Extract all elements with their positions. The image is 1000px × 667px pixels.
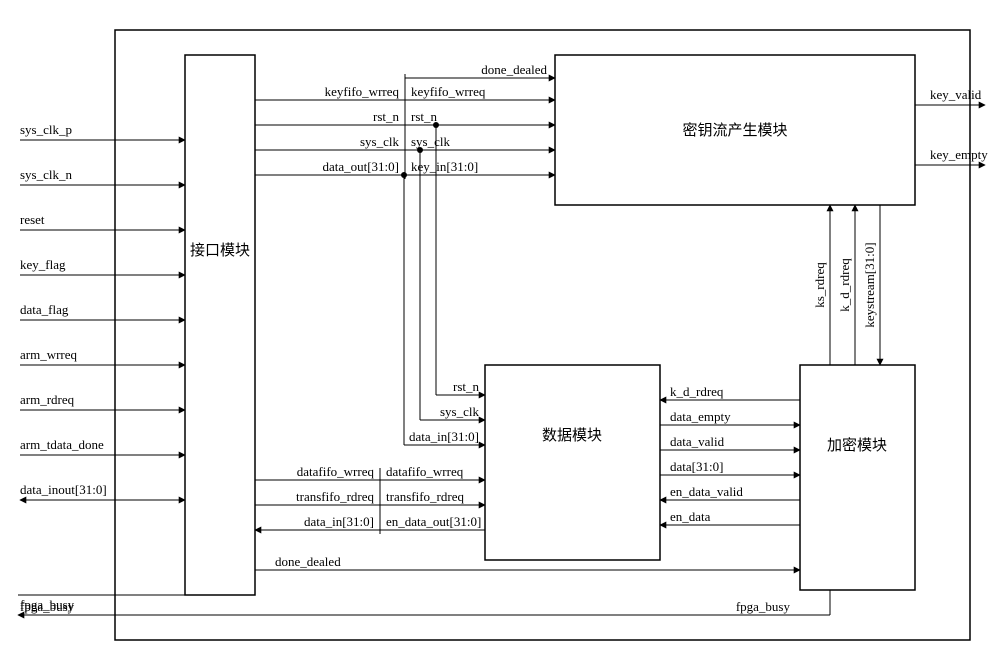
signal-label: en_data_valid (670, 484, 743, 499)
signal-label: data_in[31:0] (304, 514, 374, 529)
signal-label: data[31:0] (670, 459, 723, 474)
keystream-title: 密钥流产生模块 (682, 122, 787, 139)
signal-label: sys_clk (411, 134, 451, 149)
signal-label: transfifo_rdreq (296, 489, 374, 504)
ext-input-label: sys_clk_p (20, 122, 72, 137)
fpga-busy-label-right: fpga_busy (736, 599, 791, 614)
signal-label: datafifo_wrreq (297, 464, 375, 479)
encrypt-block (800, 365, 915, 590)
junction-dot (433, 122, 439, 128)
data-block (485, 365, 660, 560)
interface-block (185, 55, 255, 595)
vertical-signal-label: ks_rdreq (812, 262, 827, 308)
signal-label: rst_n (373, 109, 400, 124)
signal-label: data_in[31:0] (409, 429, 479, 444)
ext-input-label: data_inout[31:0] (20, 482, 107, 497)
signal-label: key_in[31:0] (411, 159, 478, 174)
signal-label: keyfifo_wrreq (411, 84, 486, 99)
signal-label: transfifo_rdreq (386, 489, 464, 504)
interface-title: 接口模块 (190, 242, 250, 259)
junction-dot (401, 172, 407, 178)
signal-label: keyfifo_wrreq (325, 84, 400, 99)
signal-label: data_empty (670, 409, 731, 424)
ext-input-label: arm_wrreq (20, 347, 78, 362)
signal-label: data_out[31:0] (322, 159, 399, 174)
ext-output-label: key_empty (930, 147, 988, 162)
signal-label: done_dealed (275, 554, 341, 569)
ext-input-label: arm_tdata_done (20, 437, 104, 452)
vertical-signal-label: keystream[31:0] (862, 242, 877, 327)
signal-label: k_d_rdreq (670, 384, 724, 399)
signal-label: data_valid (670, 434, 725, 449)
signal-label: en_data_out[31:0] (386, 514, 481, 529)
ext-output-label: key_valid (930, 87, 982, 102)
signal-label: datafifo_wrreq (386, 464, 464, 479)
ext-input-label: key_flag (20, 257, 66, 272)
junction-dot (417, 147, 423, 153)
fpga-busy-label-left: fpga_busy (20, 599, 75, 614)
signal-label: rst_n (411, 109, 438, 124)
ext-input-label: arm_rdreq (20, 392, 75, 407)
signal-label: sys_clk (440, 404, 480, 419)
data-title: 数据模块 (542, 427, 602, 444)
vertical-signal-label: k_d_rdreq (837, 258, 852, 312)
signal-label: rst_n (453, 379, 480, 394)
encrypt-title: 加密模块 (827, 437, 887, 454)
signal-label: en_data (670, 509, 711, 524)
signal-label: sys_clk (360, 134, 400, 149)
ext-input-label: sys_clk_n (20, 167, 73, 182)
signal-label: done_dealed (481, 62, 547, 77)
ext-input-label: reset (20, 212, 45, 227)
ext-input-label: data_flag (20, 302, 69, 317)
